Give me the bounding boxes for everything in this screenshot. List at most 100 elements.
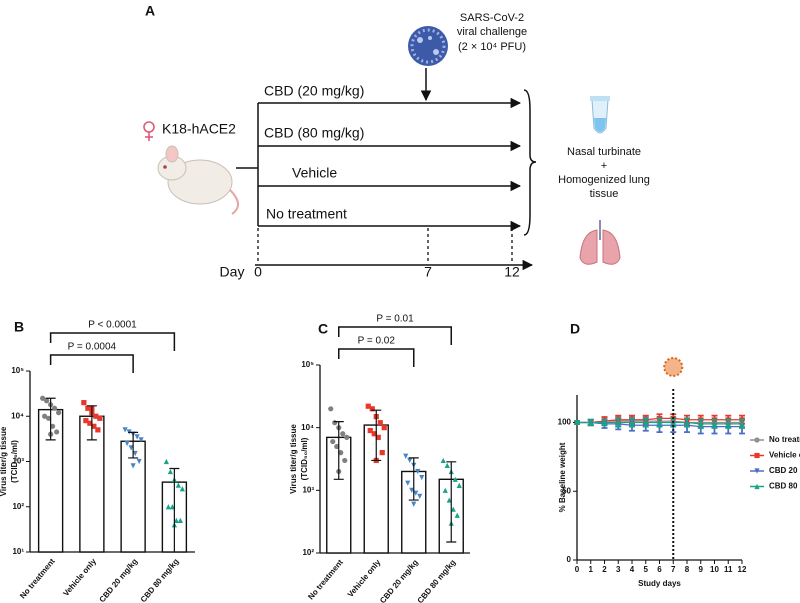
arm-label: CBD (20 mg/kg): [264, 83, 364, 99]
day-label: 0: [254, 264, 262, 280]
point: [417, 493, 423, 500]
point: [40, 395, 46, 401]
point: [95, 427, 101, 433]
point: [83, 418, 89, 424]
x-tick-label: 8: [685, 565, 690, 574]
point: [93, 413, 99, 419]
point: [754, 483, 760, 490]
point: [684, 420, 690, 425]
x-tick-label: Vehicle only: [61, 556, 98, 598]
panel-label: A: [145, 3, 155, 19]
point: [338, 450, 344, 456]
p-value: P = 0.02: [358, 336, 396, 347]
y-tick-label: 10⁴: [11, 411, 24, 420]
error-bar: [169, 467, 180, 552]
point: [87, 420, 93, 426]
legend-label: Vehicle only: [769, 451, 800, 460]
point: [725, 421, 731, 427]
point: [50, 423, 56, 429]
y-axis-label: Virus titer/g tissue: [289, 424, 298, 494]
p-value: P = 0.0004: [68, 342, 117, 353]
point: [122, 427, 128, 433]
point: [367, 427, 373, 434]
x-tick-label: 0: [575, 565, 580, 574]
brace: [523, 89, 537, 236]
arm-label: Vehicle: [292, 165, 337, 181]
significance-bracket: [49, 354, 134, 373]
point: [407, 457, 413, 464]
point: [91, 423, 97, 429]
arm-label: No treatment: [266, 206, 347, 222]
point: [165, 504, 171, 510]
point: [163, 458, 169, 465]
x-tick-label: 10: [710, 565, 719, 574]
arm-lines: [236, 97, 522, 232]
point: [97, 415, 103, 421]
lung-icon: [579, 220, 621, 265]
x-tick-label: Vehicle only: [346, 557, 383, 599]
timeline-label: Day: [220, 264, 245, 280]
legend-label: CBD 20 mg/kg: [769, 466, 800, 475]
legend-label: No treatment: [769, 435, 800, 444]
point: [136, 458, 142, 465]
error-bar: [45, 397, 56, 441]
point: [334, 443, 340, 450]
x-tick-label: 5: [644, 565, 649, 574]
error-bar: [408, 457, 419, 501]
tube-icon: [590, 96, 610, 134]
point: [754, 452, 760, 459]
point: [81, 400, 87, 406]
point: [440, 457, 446, 464]
y-tick-label: 10³: [302, 485, 314, 494]
panel-a: A SARS-CoV-2 viral challenge (2 × 10⁴ PF…: [143, 3, 650, 280]
error-bar: [446, 461, 457, 543]
point: [179, 486, 185, 492]
point: [739, 421, 745, 427]
point: [403, 453, 409, 459]
point: [52, 405, 58, 411]
point: [132, 450, 138, 457]
point: [56, 410, 62, 416]
point: [405, 480, 411, 486]
significance-bracket: [49, 332, 176, 351]
point: [415, 468, 421, 475]
model-label: K18-hACE2: [162, 121, 236, 137]
x-tick-label: No treatment: [18, 557, 57, 601]
point: [712, 421, 717, 427]
panel-label: D: [570, 321, 580, 337]
point: [138, 437, 144, 443]
x-tick-label: CBD 20 mg/kg: [378, 558, 420, 603]
y-axis-label: (TCID₅₀/ml): [10, 440, 19, 483]
point: [411, 501, 417, 507]
point: [602, 420, 607, 425]
y-tick-label: 10⁵: [11, 366, 24, 375]
y-tick-label: 10¹: [12, 547, 24, 556]
x-tick-label: 6: [657, 565, 662, 574]
day-label: 12: [504, 264, 520, 280]
point: [371, 431, 377, 437]
y-tick-label: 0: [567, 555, 572, 564]
readout-text: Homogenized lung: [558, 174, 650, 186]
point: [134, 434, 140, 440]
y-tick-label: 10²: [12, 502, 24, 511]
challenge-text: (2 × 10⁴ PFU): [458, 41, 526, 53]
y-tick-label: 10⁴: [301, 423, 314, 432]
point: [454, 512, 460, 518]
point: [342, 457, 348, 464]
point: [332, 420, 338, 426]
virus-icon: [663, 357, 684, 377]
virus-icon: [408, 26, 448, 66]
point: [175, 482, 181, 488]
female-icon: [143, 121, 155, 141]
x-tick-label: CBD 80 mg/kg: [416, 558, 458, 603]
x-tick-label: 4: [630, 565, 635, 574]
y-tick-label: 10⁵: [301, 360, 314, 369]
x-tick-label: 11: [724, 565, 733, 574]
significance-bracket: [338, 348, 415, 367]
x-tick-label: CBD 80 mg/kg: [139, 557, 181, 603]
readout-text: tissue: [590, 188, 619, 200]
point: [344, 434, 350, 440]
point: [46, 415, 52, 421]
point: [330, 438, 336, 445]
